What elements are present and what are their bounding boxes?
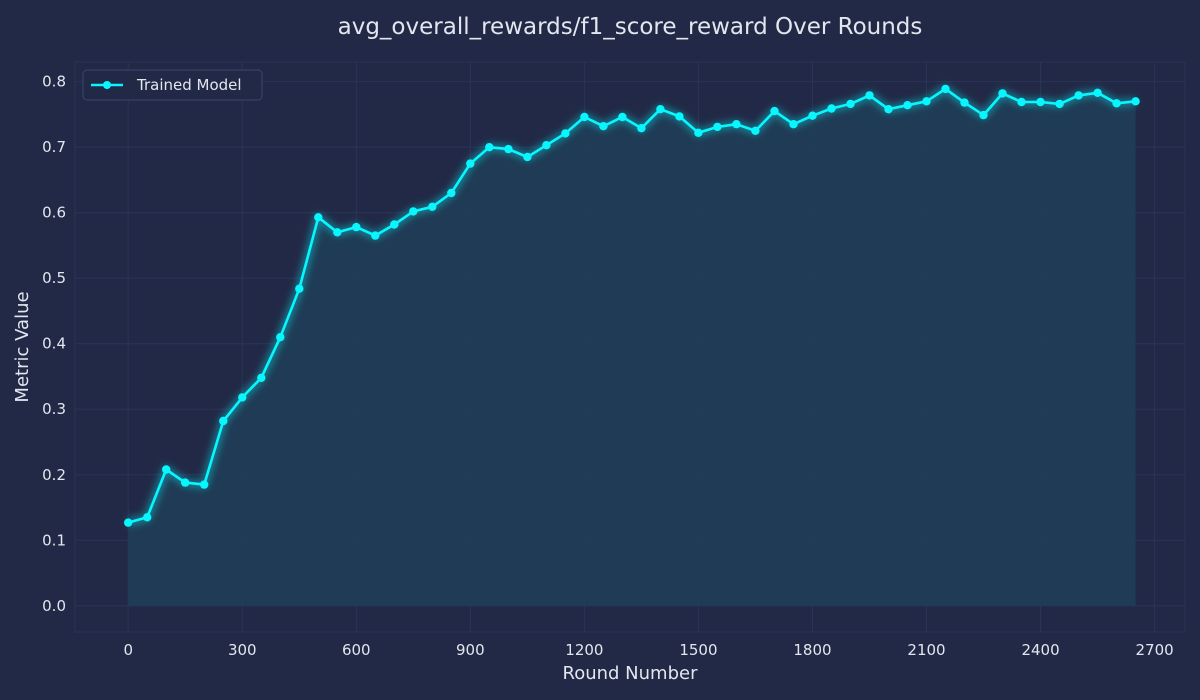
y-tick-label: 0.2 [42, 466, 66, 484]
data-point [390, 220, 399, 229]
data-point [770, 106, 779, 116]
data-point [485, 143, 494, 152]
x-tick-label: 1500 [679, 641, 717, 659]
data-point [409, 207, 418, 216]
data-point [295, 284, 304, 293]
data-point [846, 99, 855, 109]
y-tick-label: 0.7 [42, 138, 66, 156]
data-point [960, 98, 969, 107]
data-point [124, 518, 133, 527]
data-point [143, 513, 152, 522]
x-tick-label: 2700 [1135, 641, 1173, 659]
x-tick-label: 900 [456, 641, 485, 659]
data-point [314, 213, 323, 222]
data-point [599, 122, 608, 131]
data-point [751, 126, 760, 135]
data-point [675, 112, 684, 121]
y-tick-label: 0.5 [42, 269, 66, 287]
data-point [998, 89, 1007, 98]
data-point [428, 202, 437, 211]
legend-box [82, 69, 263, 101]
data-point [162, 465, 171, 474]
y-tick-label: 0.0 [42, 597, 66, 615]
y-tick-label: 0.1 [42, 531, 66, 549]
legend-label: Trained Model [136, 76, 242, 94]
data-point [200, 480, 209, 489]
data-point [276, 333, 285, 342]
x-tick-label: 300 [228, 641, 257, 659]
data-point [656, 105, 665, 114]
data-point [713, 122, 722, 132]
x-tick-labels: 0 300 600 900 1200 1500 1800 2100 2400 2700 [123, 641, 1173, 659]
y-axis-label: Metric Value [12, 291, 33, 402]
data-point [979, 110, 988, 120]
series-area-fill [128, 88, 1136, 606]
data-point [1093, 88, 1102, 98]
data-point [447, 188, 456, 198]
data-point [922, 97, 931, 106]
data-point [732, 120, 741, 129]
x-tick-label: 2400 [1021, 641, 1059, 659]
x-tick-label: 0 [123, 641, 133, 659]
data-point [466, 159, 475, 168]
data-point [1055, 99, 1064, 109]
legend: Trained Model [82, 69, 263, 101]
data-point [865, 91, 874, 100]
x-tick-label: 1800 [793, 641, 831, 659]
x-tick-label: 2100 [907, 641, 945, 659]
data-point [1017, 97, 1026, 107]
data-point [561, 129, 570, 138]
x-axis-label: Round Number [563, 663, 699, 684]
data-point [903, 101, 912, 110]
data-point [1036, 97, 1045, 107]
data-point [808, 111, 817, 120]
area-fill-layer [128, 88, 1136, 606]
data-point [352, 222, 361, 232]
plot-frame [74, 61, 1186, 633]
data-point [637, 124, 646, 133]
legend-marker-swatch [103, 81, 111, 89]
y-tick-label: 0.6 [42, 204, 66, 222]
x-tick-label: 600 [342, 641, 371, 659]
data-point [504, 144, 513, 154]
data-point [1112, 99, 1121, 108]
data-point [542, 141, 551, 150]
data-point [827, 104, 836, 113]
data-point [238, 393, 247, 402]
data-point [1131, 97, 1140, 106]
series-point-layer [124, 84, 1140, 527]
y-tick-label: 0.4 [42, 335, 66, 353]
data-point [618, 112, 627, 122]
y-tick-label: 0.3 [42, 400, 66, 418]
x-tick-label: 1200 [565, 641, 603, 659]
data-point [580, 112, 589, 122]
data-point [523, 152, 532, 162]
y-tick-labels: 0.0 0.1 0.2 0.3 0.4 0.5 0.6 0.7 0.8 [42, 73, 66, 615]
data-point [181, 478, 190, 487]
y-tick-label: 0.8 [42, 73, 66, 91]
data-point [257, 373, 266, 382]
data-point [1074, 91, 1083, 100]
data-point [219, 416, 228, 426]
data-point [789, 120, 798, 129]
data-point [884, 105, 893, 114]
data-point [941, 84, 950, 94]
data-point [333, 228, 342, 237]
data-point [694, 128, 703, 137]
data-point [371, 231, 380, 240]
chart-title: avg_overall_rewards/f1_score_reward Over… [338, 14, 923, 40]
